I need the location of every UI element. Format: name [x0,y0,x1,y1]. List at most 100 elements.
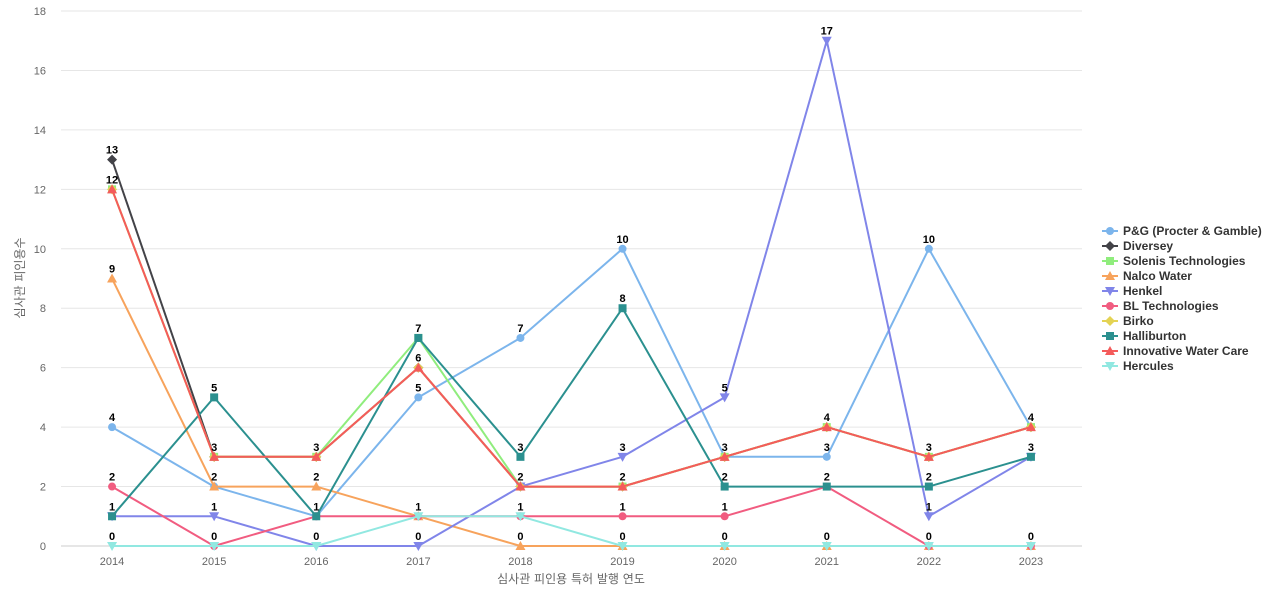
data-point-innovative-water-care [1025,422,1036,432]
legend-marker [1106,302,1114,310]
series-line-innovative-water-care [111,188,1032,488]
legend-label: Halliburton [1123,329,1186,343]
data-label: 3 [313,442,319,454]
data-point-henkel [719,393,730,403]
y-tick-label: 12 [34,184,46,196]
series-solenis-technologies [108,185,1035,491]
data-point-hercules [209,542,220,551]
data-point-halliburton [720,482,729,491]
series-innovative-water-care [107,184,1036,491]
legend-marker [1105,316,1115,326]
x-tick-label: 2023 [1019,556,1043,568]
data-label: 1 [109,501,115,513]
data-point-bl-technologies [618,512,627,521]
data-label: 5 [415,382,421,394]
data-label: 12 [106,174,118,186]
x-tick-label: 2022 [917,556,941,568]
data-point-diversey [107,154,118,165]
legend-item: Hercules [1102,359,1174,373]
x-tick-label: 2020 [712,556,736,568]
data-point-innovative-water-care [515,481,526,491]
data-label: 5 [722,382,728,394]
series-layer [107,36,1036,551]
data-label: 3 [824,442,830,454]
legend-label: Diversey [1123,239,1173,253]
data-point-p-g-procter-gamble [618,244,627,253]
legend-label: Nalco Water [1123,269,1192,283]
data-label: 2 [517,472,523,484]
data-point-halliburton [414,333,423,342]
data-label: 13 [106,145,118,157]
data-label: 1 [722,501,728,513]
data-point-hercules [821,542,832,551]
legend-marker [1106,257,1114,265]
data-point-henkel [209,512,220,522]
data-label: 0 [926,531,932,543]
data-label: 2 [824,472,830,484]
legend-marker [1106,332,1114,340]
data-point-p-g-procter-gamble [822,452,831,461]
y-tick-label: 0 [40,541,46,553]
series-line-birko [111,188,1032,488]
y-tick-label: 4 [40,422,46,434]
x-tick-label: 2014 [100,556,124,568]
data-label: 0 [211,531,217,543]
y-tick-label: 8 [40,303,46,315]
data-point-halliburton [516,452,525,461]
x-tick-label: 2016 [304,556,328,568]
data-point-hercules [311,542,322,551]
data-point-henkel [413,542,424,551]
data-label: 1 [415,501,421,513]
legend-label: Henkel [1123,284,1162,298]
data-point-p-g-procter-gamble [924,244,933,253]
legend-item: Diversey [1102,239,1173,253]
data-point-innovative-water-care [107,184,118,194]
y-tick-label: 6 [40,363,46,375]
data-label: 0 [313,531,319,543]
data-label: 3 [926,442,932,454]
x-tick-label: 2021 [815,556,839,568]
legend-label: Solenis Technologies [1123,254,1246,268]
series-line-hercules [112,515,1031,547]
data-point-hercules [719,542,730,551]
data-label: 6 [415,353,421,365]
data-label: 7 [415,323,421,335]
data-point-innovative-water-care [821,422,832,432]
series-diversey [107,154,1036,492]
data-label: 3 [211,442,217,454]
legend-marker [1106,227,1114,235]
data-point-hercules [107,542,118,551]
series-line-bl-technologies [111,485,1031,547]
data-point-hercules [413,512,424,522]
data-label: 17 [821,26,833,38]
data-label: 8 [619,293,625,305]
data-point-halliburton [312,512,321,521]
legend-label: Innovative Water Care [1123,344,1249,358]
legend-item: Halliburton [1102,329,1186,343]
x-axis-ticks: 2014 2015 2016 2017 2018 2019 2020 2021 2022 2023 [100,556,1043,568]
data-label: 4 [109,412,116,424]
x-tick-label: 2019 [610,556,634,568]
series-halliburton [108,304,1035,521]
legend-label: BL Technologies [1123,299,1219,313]
data-point-p-g-procter-gamble [108,423,117,432]
data-label: 2 [722,472,728,484]
data-label: 0 [722,531,728,543]
data-point-henkel [923,512,934,522]
data-label: 3 [722,442,728,454]
y-tick-label: 10 [34,244,46,256]
data-label: 2 [313,472,319,484]
data-label: 0 [824,531,830,543]
data-point-p-g-procter-gamble [516,333,525,342]
data-point-hercules [515,512,526,522]
data-label: 10 [616,234,628,246]
y-tick-label: 16 [34,65,46,77]
x-tick-label: 2018 [508,556,532,568]
legend-label: Birko [1123,314,1154,328]
y-grid [61,10,1082,547]
data-label: 0 [415,531,421,543]
data-label: 4 [1028,412,1035,424]
data-label: 0 [619,531,625,543]
legend-marker [1105,362,1115,371]
